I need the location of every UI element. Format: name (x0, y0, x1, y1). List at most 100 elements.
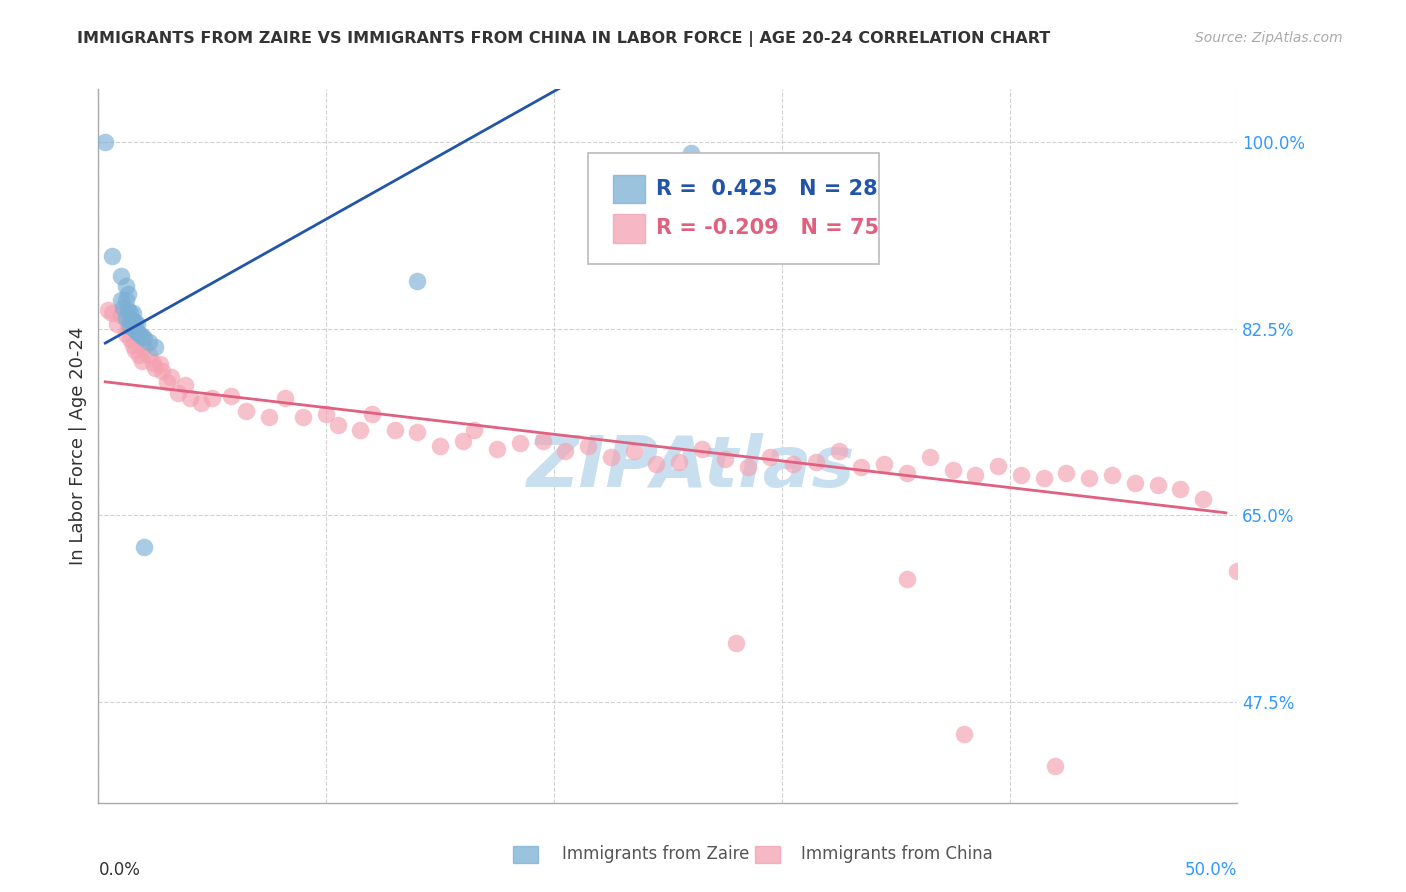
Point (668, 455, 690, 469)
Point (190, 396, 212, 410)
Point (953, 726, 976, 740)
Point (201, 391, 224, 405)
Point (114, 327, 136, 342)
Point (110, 293, 132, 307)
Point (315, 407, 337, 421)
Point (406, 274, 429, 288)
Point (94, 136, 117, 150)
Point (120, 318, 142, 333)
Point (896, 466, 918, 480)
Point (1146, 478, 1168, 492)
Point (160, 369, 183, 384)
Point (896, 572, 918, 586)
Point (1032, 471, 1054, 485)
Point (274, 391, 297, 405)
Point (292, 410, 315, 425)
Point (463, 423, 485, 437)
Point (114, 311, 136, 326)
Point (131, 329, 153, 343)
Point (124, 343, 146, 358)
Point (117, 286, 139, 301)
Point (121, 320, 143, 334)
Bar (513, 846, 538, 863)
Point (406, 425, 429, 439)
Point (174, 378, 197, 392)
Bar (755, 846, 780, 863)
Point (117, 318, 139, 333)
Point (737, 460, 759, 475)
Point (96, 302, 118, 317)
Text: IMMIGRANTS FROM ZAIRE VS IMMIGRANTS FROM CHINA IN LABOR FORCE | AGE 20-24 CORREL: IMMIGRANTS FROM ZAIRE VS IMMIGRANTS FROM… (77, 31, 1050, 47)
Point (131, 353, 153, 368)
Point (114, 293, 136, 307)
Point (127, 325, 149, 339)
Point (384, 423, 406, 437)
Point (138, 334, 160, 349)
Point (110, 268, 132, 283)
Point (120, 306, 142, 320)
Text: 50.0%: 50.0% (1185, 862, 1237, 880)
Point (124, 323, 146, 337)
Point (1078, 471, 1101, 485)
Point (1170, 482, 1192, 496)
Point (259, 410, 281, 425)
Point (429, 439, 451, 453)
Point (179, 391, 201, 405)
Point (124, 315, 146, 329)
Point (145, 361, 167, 376)
Point (1054, 466, 1078, 480)
FancyBboxPatch shape (588, 153, 879, 264)
Point (1043, 758, 1066, 772)
Point (127, 317, 149, 331)
Point (451, 434, 474, 448)
Point (132, 540, 155, 554)
Point (121, 314, 143, 328)
Text: R =  0.425   N = 28: R = 0.425 N = 28 (657, 179, 879, 199)
Point (725, 636, 748, 650)
Point (918, 450, 941, 464)
Point (105, 317, 128, 331)
Point (117, 302, 139, 317)
Point (149, 357, 172, 371)
Point (576, 439, 599, 453)
Point (121, 338, 143, 352)
Point (120, 333, 142, 347)
Point (360, 407, 382, 421)
Point (326, 417, 349, 432)
Point (167, 385, 190, 400)
Point (101, 249, 124, 263)
Text: R = -0.209   N = 75: R = -0.209 N = 75 (657, 219, 880, 238)
Point (873, 457, 896, 471)
Point (349, 423, 371, 437)
Point (679, 146, 702, 161)
Point (987, 459, 1010, 474)
Point (759, 450, 782, 464)
Y-axis label: In Labor Force | Age 20-24: In Labor Force | Age 20-24 (69, 326, 87, 566)
Point (120, 313, 142, 327)
Point (156, 375, 179, 389)
Point (942, 463, 965, 477)
Point (128, 327, 150, 342)
Bar (613, 175, 645, 203)
Point (645, 457, 668, 471)
Bar (613, 214, 645, 243)
Point (150, 364, 173, 378)
Text: Immigrants from China: Immigrants from China (801, 846, 993, 863)
Text: ZIPAtlas: ZIPAtlas (526, 433, 855, 502)
Point (128, 349, 150, 363)
Point (554, 444, 576, 458)
Point (219, 389, 242, 403)
Point (142, 356, 165, 370)
Point (1101, 467, 1123, 482)
Point (509, 435, 531, 450)
Point (114, 279, 136, 293)
Point (486, 442, 509, 457)
Point (121, 306, 143, 320)
Point (531, 434, 554, 448)
Point (1123, 476, 1146, 491)
Point (112, 301, 135, 315)
Point (851, 460, 873, 475)
Point (965, 467, 987, 482)
Point (623, 444, 645, 458)
Text: 0.0%: 0.0% (98, 862, 141, 880)
